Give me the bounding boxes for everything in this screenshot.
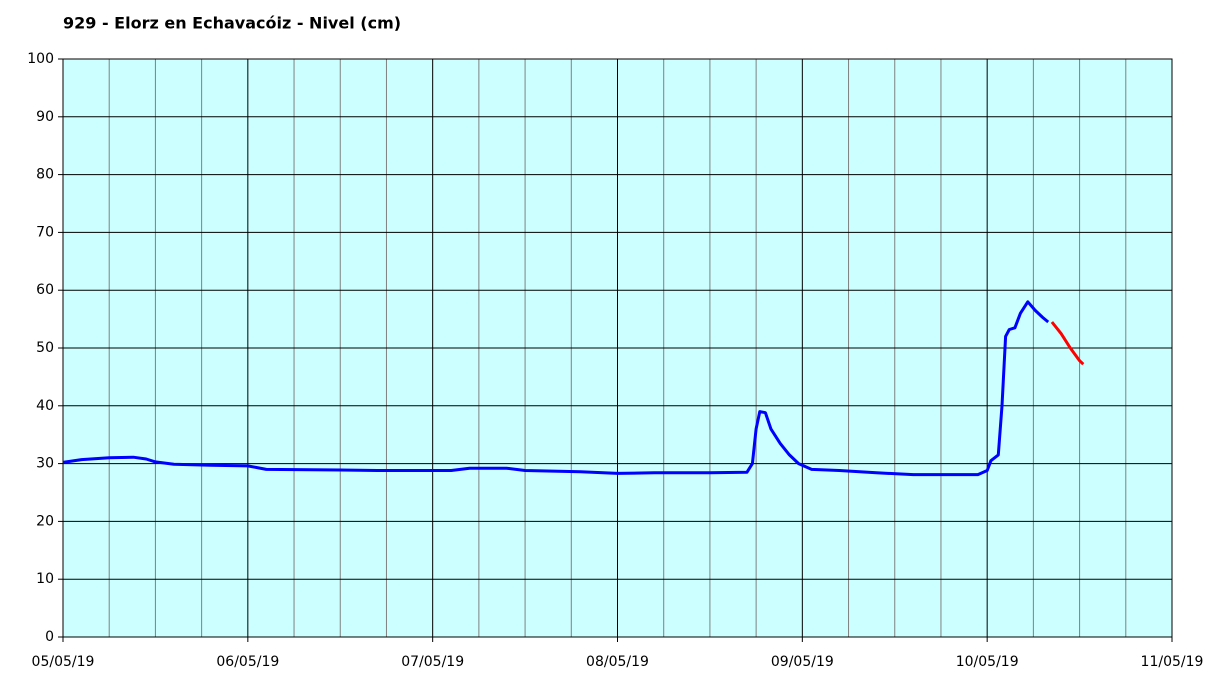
- y-tick-label: 80: [36, 167, 54, 183]
- x-tick-label: 06/05/19: [216, 654, 279, 670]
- series-line: [62, 300, 1050, 477]
- y-tick-label: 100: [27, 51, 54, 67]
- plot-border: [62, 58, 1173, 638]
- chart-title: 929 - Elorz en Echavacóiz - Nivel (cm): [63, 14, 401, 33]
- y-tick-label: 90: [36, 109, 54, 125]
- y-tick-label: 50: [36, 340, 54, 356]
- x-tick-label: 07/05/19: [401, 654, 464, 670]
- y-tick-label: 40: [36, 398, 54, 414]
- y-tick-label: 70: [36, 224, 54, 240]
- x-tick-label: 11/05/19: [1141, 654, 1204, 670]
- x-tick-label: 05/05/19: [32, 654, 95, 670]
- y-tick-label: 0: [45, 629, 54, 645]
- y-tick-label: 30: [36, 456, 54, 472]
- x-tick-label: 10/05/19: [956, 654, 1019, 670]
- y-tick-label: 60: [36, 282, 54, 298]
- y-tick-label: 20: [36, 513, 54, 529]
- y-tick-label: 10: [36, 571, 54, 587]
- series-line: [1050, 321, 1085, 366]
- x-tick-label: 09/05/19: [771, 654, 834, 670]
- x-tick-label: 08/05/19: [586, 654, 649, 670]
